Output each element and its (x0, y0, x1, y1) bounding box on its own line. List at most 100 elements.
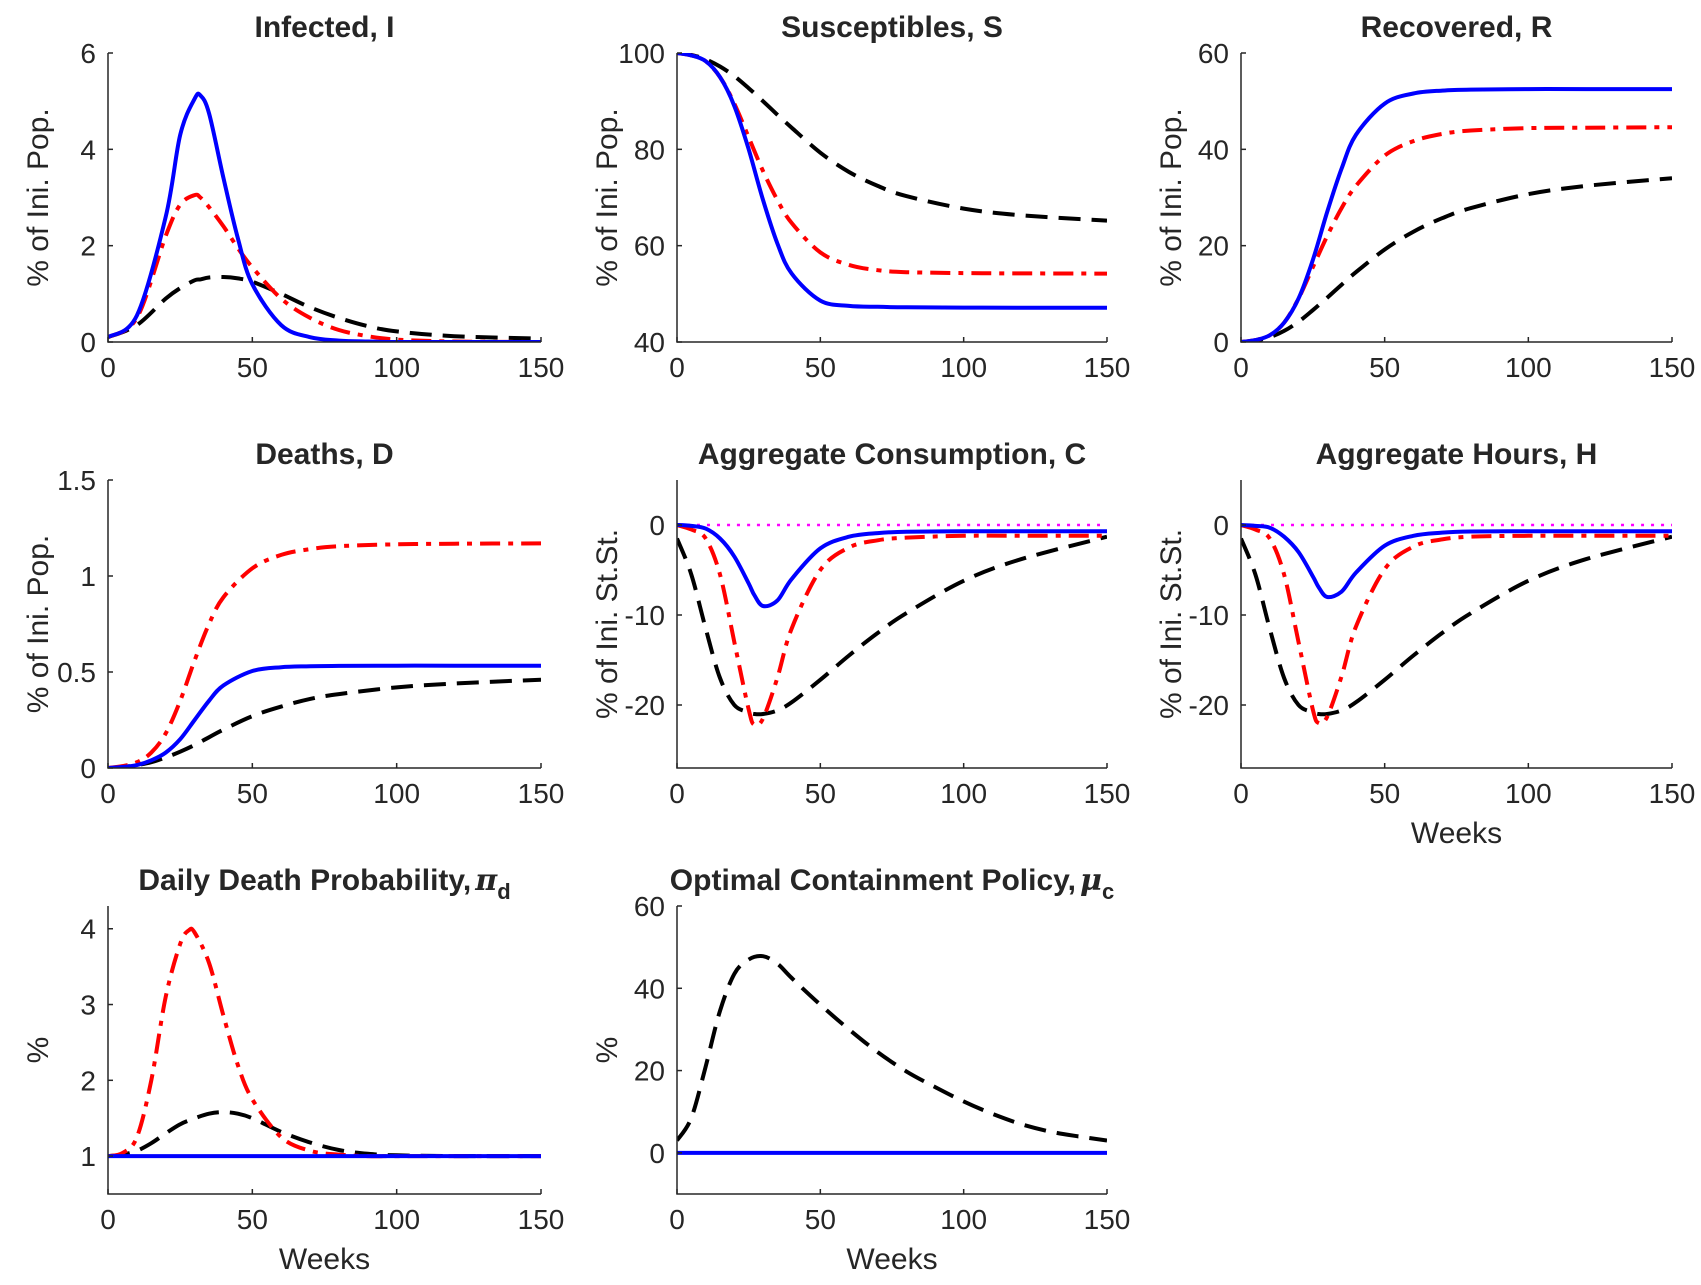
y-tick-label: 1 (80, 561, 96, 592)
plot-area (1241, 87, 1672, 342)
y-axis-label: % of Ini. Pop. (22, 108, 55, 286)
y-tick-label: 60 (1198, 38, 1229, 69)
y-tick-label: -10 (1189, 600, 1229, 631)
chart-title: Optimal Containment Policy, μc (670, 863, 1114, 904)
y-tick-label: 0 (649, 510, 665, 541)
x-tick-label: 100 (940, 352, 987, 383)
x-tick-label: 0 (669, 352, 685, 383)
y-tick-label: -20 (1189, 690, 1229, 721)
axes (676, 906, 1107, 1195)
y-axis-label: % of Ini. Pop. (591, 108, 624, 286)
y-tick-label: 40 (1198, 134, 1229, 165)
y-tick-label: 0 (1213, 327, 1229, 358)
series-line-black-dashed (677, 534, 1107, 717)
x-tick-label: 150 (1084, 352, 1131, 383)
plot-area (677, 523, 1107, 728)
series-line-red-dashdot (108, 192, 541, 342)
panel-consumption: 0 50 100 150 -20 -10 0 Aggregate Consumption, C… (591, 438, 1130, 809)
x-tick-label: 50 (1369, 352, 1400, 383)
x-axis-label: Weeks (846, 1243, 937, 1276)
y-tick-label: -10 (625, 600, 665, 631)
y-axis-label: % of Ini. St.St. (591, 529, 624, 719)
axes (107, 480, 541, 769)
y-tick-label: -20 (625, 690, 665, 721)
panel-infected: 0 50 100 150 0 2 4 6 Infected, I % of Ini. Pop. (22, 11, 564, 383)
panel-hours: 0 50 100 150 -20 -10 0 Aggregate Hours, H % of I… (1155, 438, 1695, 850)
panel-deaths: 0 50 100 150 0 0.5 1 1.5 Deaths, D % of Ini. Pop. (22, 438, 564, 809)
y-tick-label: 6 (80, 38, 96, 69)
series-line-black-dashed (108, 274, 541, 341)
plot-area (108, 91, 541, 342)
panel-recovered: 0 50 100 150 0 20 40 60 Recovered, R % of Ini. Po… (1155, 11, 1695, 383)
x-tick-label: 150 (518, 352, 565, 383)
x-tick-label: 0 (669, 1204, 685, 1235)
panel-death-prob: 0 50 100 150 1 2 3 4 Daily Death Probability, πd%… (22, 863, 564, 1276)
y-tick-label: 40 (634, 973, 665, 1004)
y-tick-label: 0 (80, 753, 96, 784)
y-axis-label: % (591, 1037, 624, 1064)
series-line-red-dashdot (677, 53, 1107, 276)
y-tick-label: 40 (634, 327, 665, 358)
y-tick-label: 1 (80, 1141, 96, 1172)
x-tick-label: 0 (100, 352, 116, 383)
y-tick-label: 20 (1198, 231, 1229, 262)
y-tick-label: 0 (80, 327, 96, 358)
x-tick-label: 50 (1369, 778, 1400, 809)
chart-title: Susceptibles, S (781, 11, 1003, 44)
axes (107, 906, 541, 1195)
chart-title: Infected, I (254, 11, 394, 44)
x-tick-label: 100 (373, 1204, 420, 1235)
axes (676, 53, 1107, 343)
plot-area (108, 541, 541, 768)
y-axis-label: % (22, 1037, 55, 1064)
x-tick-label: 0 (1233, 352, 1249, 383)
chart-title: Daily Death Probability, πd (138, 863, 510, 904)
y-tick-label: 60 (634, 891, 665, 922)
x-tick-label: 100 (1505, 352, 1552, 383)
x-tick-label: 150 (1649, 778, 1696, 809)
x-tick-label: 50 (237, 778, 268, 809)
y-tick-label: 0.5 (57, 657, 96, 688)
axes (107, 53, 541, 343)
x-tick-label: 50 (805, 778, 836, 809)
y-tick-label: 1.5 (57, 465, 96, 496)
y-tick-label: 4 (80, 134, 96, 165)
plot-area (1241, 523, 1672, 726)
series-line-blue-solid (1241, 523, 1672, 600)
series-line-black-dashed (108, 1110, 541, 1159)
y-tick-label: 3 (80, 990, 96, 1021)
chart-title: Recovered, R (1361, 11, 1553, 44)
x-tick-label: 50 (237, 1204, 268, 1235)
chart-title: Aggregate Consumption, C (698, 438, 1086, 471)
plot-area (677, 953, 1107, 1155)
series-line-black-dashed (1241, 534, 1672, 717)
series-line-black-dashed (677, 953, 1107, 1143)
x-tick-label: 50 (805, 352, 836, 383)
y-tick-label: 2 (80, 231, 96, 262)
x-tick-label: 150 (1649, 352, 1696, 383)
series-line-red-dashdot (108, 541, 541, 768)
x-tick-label: 0 (669, 778, 685, 809)
x-tick-label: 0 (100, 778, 116, 809)
y-tick-label: 80 (634, 134, 665, 165)
series-line-black-dashed (677, 53, 1107, 223)
x-tick-label: 100 (373, 352, 420, 383)
x-tick-label: 150 (518, 778, 565, 809)
y-tick-label: 20 (634, 1056, 665, 1087)
plot-area (108, 926, 541, 1159)
y-tick-label: 0 (649, 1138, 665, 1169)
y-axis-label: % of Ini. Pop. (1155, 108, 1188, 286)
chart-title: Deaths, D (255, 438, 393, 471)
series-line-blue-solid (108, 663, 541, 768)
y-tick-label: 4 (80, 914, 96, 945)
panel-susceptibles: 0 50 100 150 40 60 80 100 Susceptibles, S % of In… (591, 11, 1130, 383)
x-axis-label: Weeks (279, 1243, 370, 1276)
series-line-blue-solid (677, 53, 1107, 310)
x-tick-label: 50 (805, 1204, 836, 1235)
series-line-black-dashed (108, 677, 541, 768)
series-line-red-dashdot (1241, 125, 1672, 342)
x-axis-label: Weeks (1411, 817, 1502, 850)
x-tick-label: 100 (373, 778, 420, 809)
